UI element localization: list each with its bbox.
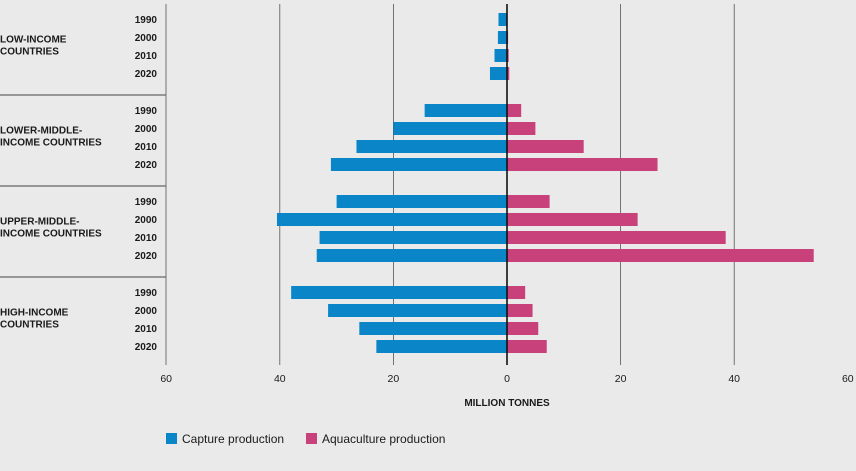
- year-label: 1990: [135, 15, 158, 26]
- year-label: 2020: [135, 69, 158, 80]
- aquaculture-bar: [507, 140, 584, 153]
- year-label: 2000: [135, 33, 158, 44]
- aquaculture-bar: [507, 195, 550, 208]
- x-axis-title: MILLION TONNES: [464, 398, 550, 409]
- year-label: 2010: [135, 142, 158, 153]
- capture-bar: [316, 249, 507, 262]
- capture-bar: [276, 213, 507, 226]
- group-label: UPPER-MIDDLE-INCOME COUNTRIES: [0, 217, 102, 240]
- aquaculture-bar: [507, 249, 814, 262]
- aquaculture-bar: [507, 286, 526, 299]
- x-tick-label: 60: [842, 373, 854, 385]
- year-label: 2020: [135, 342, 158, 353]
- x-tick-label: 20: [615, 373, 627, 385]
- year-label: 2010: [135, 324, 158, 335]
- year-label: 2000: [135, 215, 158, 226]
- year-label: 2010: [135, 51, 158, 62]
- group-separators: [0, 94, 166, 278]
- year-label: 2010: [135, 233, 158, 244]
- x-axis-ticks: 60 40 20 0 20 40 60: [160, 373, 853, 385]
- year-label: 1990: [135, 288, 158, 299]
- x-tick-label: 0: [504, 373, 510, 385]
- capture-bar: [489, 67, 507, 80]
- legend-label: Capture production: [182, 432, 284, 446]
- legend: Capture production Aquaculture production: [166, 432, 445, 446]
- aquaculture-bar: [507, 322, 539, 335]
- capture-bar: [356, 140, 507, 153]
- year-label: 1990: [135, 106, 158, 117]
- aquaculture-bar: [507, 158, 658, 171]
- x-tick-label: 40: [728, 373, 740, 385]
- year-label: 2000: [135, 124, 158, 135]
- aquaculture-bar: [507, 340, 547, 353]
- capture-bar: [336, 195, 507, 208]
- year-label: 1990: [135, 197, 158, 208]
- capture-bar: [359, 322, 507, 335]
- aquaculture-bar: [507, 122, 536, 135]
- group-label: HIGH-INCOME COUNTRIES: [0, 308, 69, 331]
- group-label: LOWER-MIDDLE-INCOME COUNTRIES: [0, 126, 102, 149]
- year-label: 2000: [135, 306, 158, 317]
- capture-bar: [328, 304, 507, 317]
- capture-bar: [498, 13, 507, 26]
- capture-bar: [393, 122, 507, 135]
- capture-bar: [291, 286, 507, 299]
- aquaculture-bar: [507, 104, 522, 117]
- capture-bar: [376, 340, 507, 353]
- bars: [276, 13, 814, 353]
- year-label: 2020: [135, 251, 158, 262]
- legend-swatch: [166, 433, 177, 444]
- capture-bar: [424, 104, 507, 117]
- capture-bar: [494, 49, 507, 62]
- year-label: 2020: [135, 160, 158, 171]
- aquaculture-bar: [507, 49, 509, 62]
- aquaculture-bar: [507, 231, 726, 244]
- aquaculture-bar: [507, 304, 533, 317]
- category-labels: LOW-INCOME COUNTRIES 1990 2000 2010 2020 LOWER…: [0, 15, 157, 353]
- aquaculture-bar: [507, 213, 638, 226]
- x-tick-label: 40: [274, 373, 286, 385]
- legend-swatch: [306, 433, 317, 444]
- group-label: LOW-INCOME COUNTRIES: [0, 35, 67, 58]
- capture-bar: [330, 158, 507, 171]
- x-tick-label: 60: [160, 373, 172, 385]
- aquaculture-bar: [507, 67, 510, 80]
- x-tick-label: 20: [388, 373, 400, 385]
- capture-bar: [319, 231, 507, 244]
- capture-bar: [497, 31, 507, 44]
- legend-label: Aquaculture production: [322, 432, 445, 446]
